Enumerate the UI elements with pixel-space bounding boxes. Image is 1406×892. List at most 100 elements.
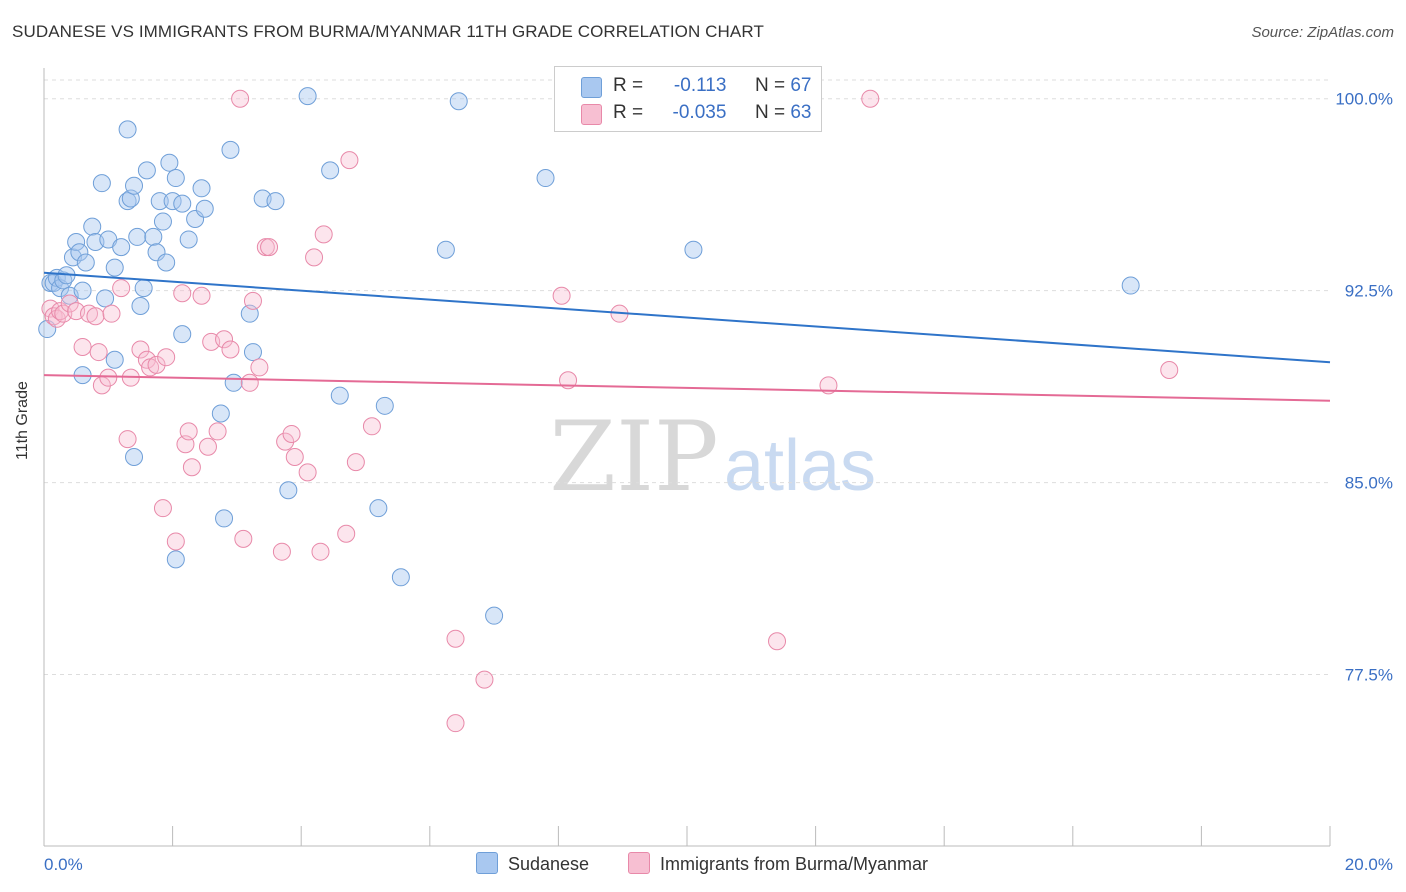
bottom-legend-swatch-burma	[628, 852, 650, 874]
y-tick-label: 92.5%	[1345, 282, 1393, 301]
sudanese-point	[118, 192, 137, 211]
burma-point	[192, 286, 211, 305]
sudanese-point	[266, 192, 285, 211]
sudanese-point	[131, 297, 150, 316]
burma-point	[86, 307, 105, 326]
bottom-legend-sudanese: Sudanese	[476, 852, 589, 875]
burma-point	[166, 532, 185, 551]
sudanese-trend-line	[43, 271, 1331, 364]
watermark-atlas: atlas	[724, 426, 876, 506]
chart-title: SUDANESE VS IMMIGRANTS FROM BURMA/MYANMA…	[12, 22, 764, 41]
burma-point	[446, 629, 465, 648]
sudanese-point	[436, 240, 455, 259]
sudanese-point	[192, 179, 211, 198]
sudanese-point	[96, 289, 115, 308]
sudanese-point	[83, 217, 102, 236]
burma-point	[221, 340, 240, 359]
burma-point	[231, 89, 250, 108]
bottom-legend-label-sudanese: Sudanese	[508, 854, 590, 874]
sudanese-point	[1121, 276, 1140, 295]
burma-point	[173, 284, 192, 303]
burma-point	[337, 524, 356, 543]
sudanese-point	[166, 550, 185, 569]
sudanese-point	[112, 238, 131, 257]
burma-point	[102, 304, 121, 323]
burma-point	[208, 422, 227, 441]
sudanese-point	[173, 325, 192, 344]
sudanese-point	[211, 404, 230, 423]
sudanese-point	[153, 212, 172, 231]
sudanese-point	[536, 169, 555, 188]
burma-point	[240, 373, 259, 392]
sudanese-point	[321, 161, 340, 180]
sudanese-point	[134, 279, 153, 298]
legend-swatch-burma	[581, 104, 602, 125]
burma-point	[768, 632, 787, 651]
burma-point	[89, 343, 108, 362]
source-credit: Source: ZipAtlas.com	[1251, 24, 1394, 41]
legend-r-label: R =	[613, 102, 644, 123]
legend-n-label: N =	[754, 102, 786, 123]
burma-point	[215, 330, 234, 349]
burma-point	[147, 355, 166, 374]
burma-point	[60, 294, 79, 313]
legend-n-value: 63	[790, 102, 812, 123]
burma-point	[282, 424, 301, 443]
burma-point	[250, 358, 269, 377]
sudanese-point	[485, 606, 504, 625]
legend-r-label: R =	[613, 75, 644, 96]
sudanese-point	[221, 140, 240, 159]
burma-point	[73, 337, 92, 356]
sudanese-point	[179, 230, 198, 249]
legend-swatch-sudanese	[581, 77, 602, 98]
sudanese-point	[125, 176, 144, 195]
burma-point	[1160, 360, 1179, 379]
burma-point	[362, 417, 381, 436]
burma-point	[340, 151, 359, 170]
sudanese-point	[279, 481, 298, 500]
legend-r-value: -0.035	[672, 102, 727, 123]
sudanese-point	[92, 174, 111, 193]
sudanese-point	[224, 373, 243, 392]
sudanese-point	[375, 396, 394, 415]
sudanese-point	[67, 233, 86, 252]
bottom-legend-burma: Immigrants from Burma/Myanmar	[628, 852, 928, 875]
sudanese-point	[54, 271, 73, 290]
sudanese-point	[684, 240, 703, 259]
y-tick-label: 85.0%	[1345, 474, 1393, 493]
bottom-legend-label-burma: Immigrants from Burma/Myanmar	[660, 854, 929, 874]
sudanese-point	[144, 227, 163, 246]
sudanese-point	[449, 92, 468, 111]
sudanese-point	[128, 227, 147, 246]
burma-point	[118, 430, 137, 449]
y-tick-label: 100.0%	[1335, 90, 1393, 109]
sudanese-point	[105, 350, 124, 369]
sudanese-point	[160, 153, 179, 172]
burma-point	[234, 529, 253, 548]
sudanese-point	[369, 499, 388, 518]
watermark-zip: ZIP	[549, 401, 718, 513]
burma-point	[272, 542, 291, 561]
burma-point	[179, 422, 198, 441]
sudanese-point	[298, 87, 317, 106]
burma-point	[475, 670, 494, 689]
burma-point	[243, 291, 262, 310]
burma-point	[305, 248, 324, 267]
sudanese-point	[125, 448, 144, 466]
burma-point	[157, 348, 176, 367]
sudanese-point	[173, 194, 192, 213]
burma-point	[311, 542, 330, 561]
burma-point	[131, 340, 150, 359]
x-tick-label: 20.0%	[1345, 855, 1393, 874]
burma-point	[285, 448, 304, 466]
burma-point	[99, 368, 118, 387]
sudanese-point	[137, 161, 156, 180]
stats-legend: R = -0.113 N = 67 R = -0.035 N = 63	[554, 66, 822, 132]
legend-r-value: -0.113	[673, 75, 727, 96]
burma-point	[298, 463, 317, 482]
burma-point	[198, 437, 217, 456]
burma-point	[112, 279, 131, 298]
sudanese-point	[166, 169, 185, 188]
sudanese-point	[391, 568, 410, 587]
burma-point	[346, 453, 365, 472]
